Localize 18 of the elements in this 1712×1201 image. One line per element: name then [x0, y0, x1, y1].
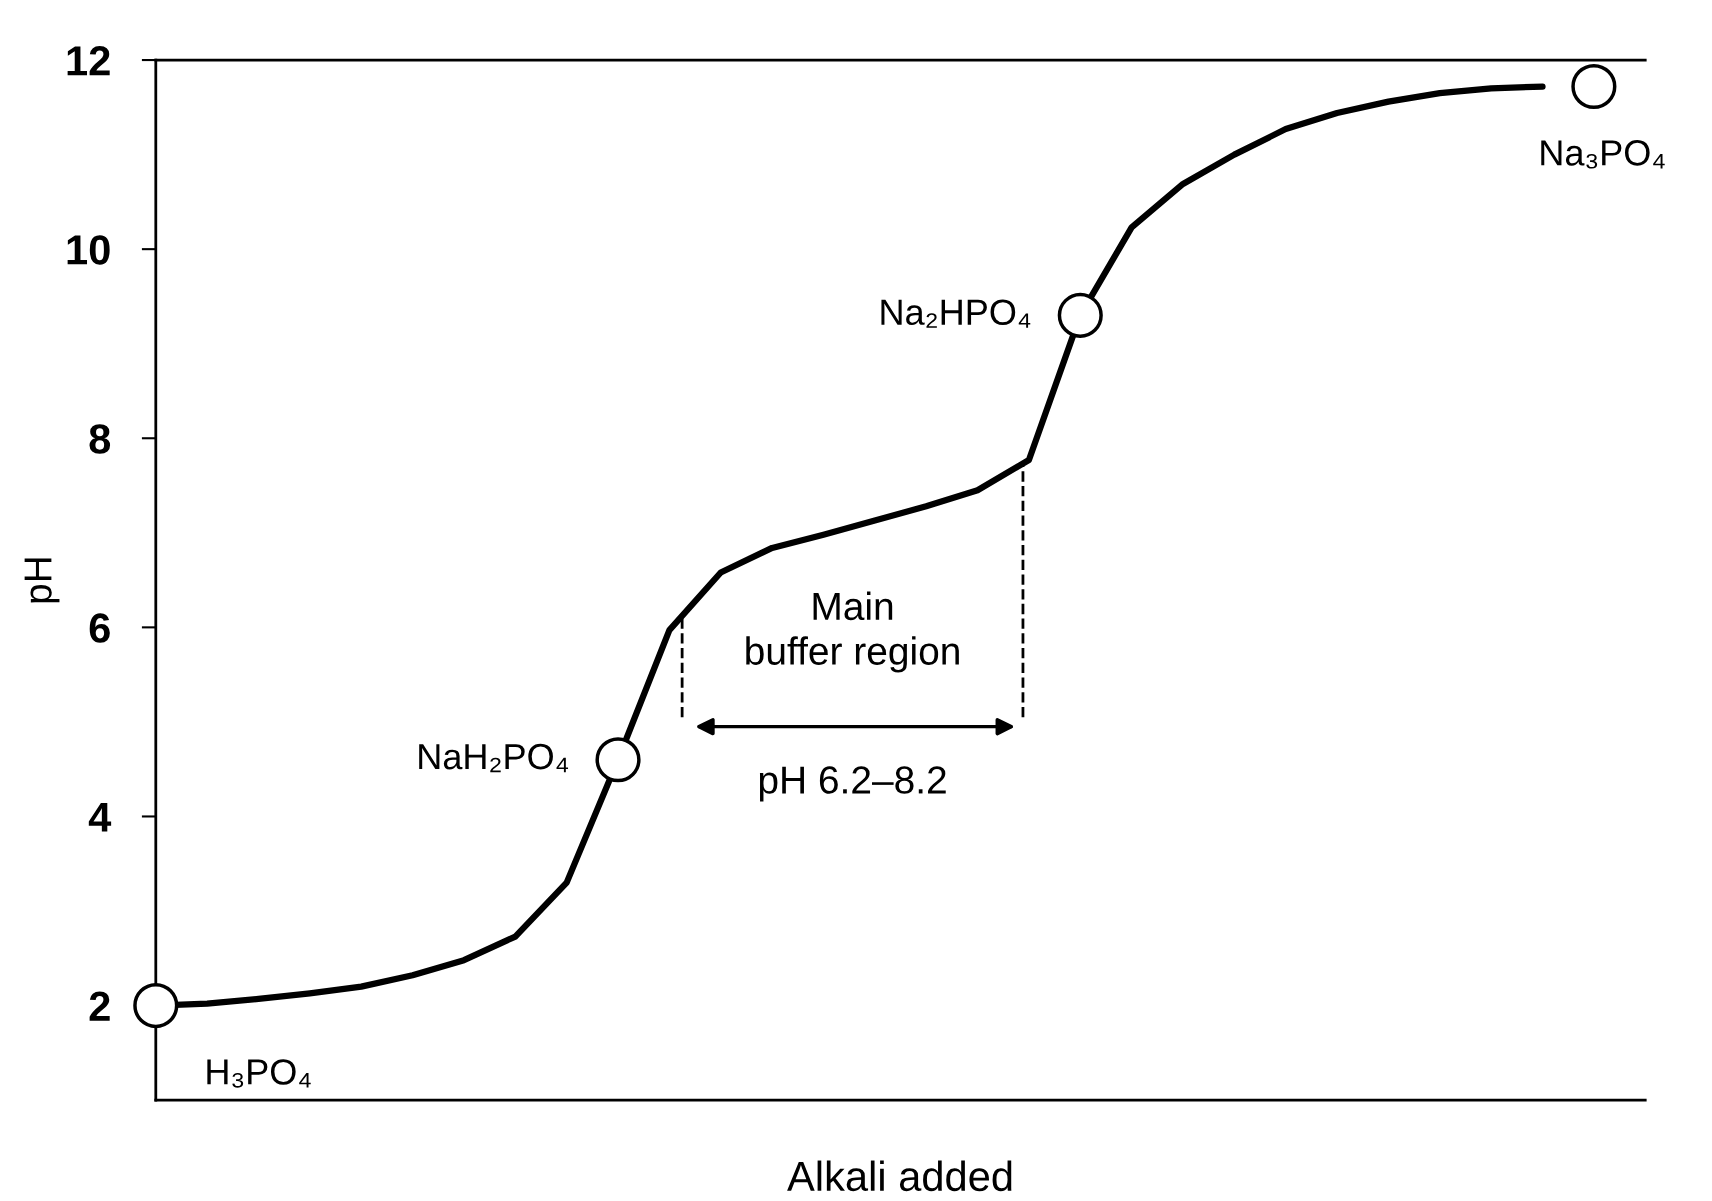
data-label: NaH₂PO₄ — [419, 743, 569, 773]
data-label: Na₃PO₄ — [1541, 140, 1665, 169]
point — [133, 982, 179, 1029]
y-tick-label: 10 — [67, 235, 110, 265]
point — [595, 737, 641, 783]
y-tick-label: 2 — [89, 991, 110, 1021]
y-tick-label: 12 — [67, 46, 110, 76]
data-label: H₃PO₄ — [207, 1059, 311, 1088]
point — [1571, 63, 1617, 110]
x-axis-title: Alkali added — [787, 1160, 1012, 1192]
y-tick-label: 6 — [89, 613, 110, 643]
y-tick-label: 4 — [88, 802, 112, 832]
annotation: Main buffer region — [746, 591, 959, 673]
point — [1057, 292, 1103, 338]
y-axis-title: pH — [24, 558, 60, 603]
y-tick-label: 8 — [89, 424, 111, 454]
data-label: Na₂HPO₄ — [881, 299, 1031, 328]
annotation: pH 6.2–8.2 — [759, 766, 946, 802]
